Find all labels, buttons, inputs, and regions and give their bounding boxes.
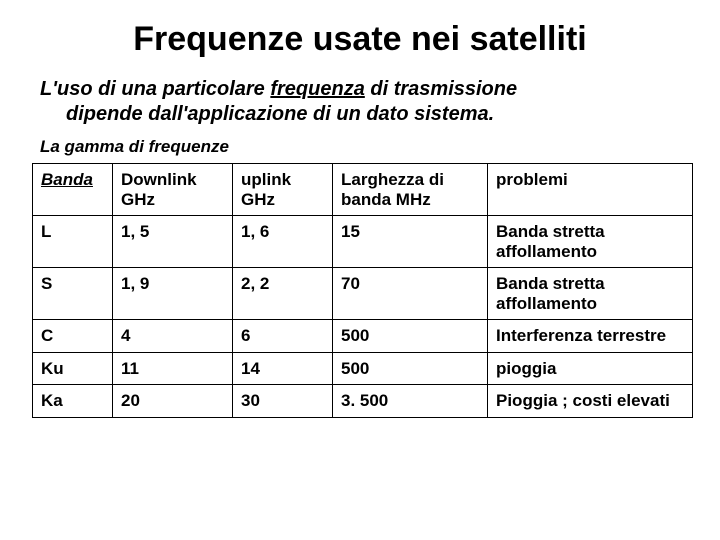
lead-part1: L'uso di una particolare [40,78,270,100]
cell-uplink: 6 [233,320,333,353]
cell-band: S [33,268,113,320]
table-caption: La gamma di frequenze [40,137,690,157]
cell-downlink: 4 [113,320,233,353]
col-bandwidth: Larghezza di banda MHz [333,164,488,216]
cell-downlink: 20 [113,385,233,418]
cell-problems: Interferenza terrestre [488,320,693,353]
lead-paragraph: L'uso di una particolare frequenza di tr… [40,77,690,127]
cell-problems: Banda stretta affollamento [488,268,693,320]
cell-downlink: 11 [113,352,233,385]
cell-problems: Banda stretta affollamento [488,216,693,268]
cell-band: L [33,216,113,268]
cell-problems: Pioggia ; costi elevati [488,385,693,418]
lead-line2: dipende dall'applicazione di un dato sis… [66,102,690,127]
cell-uplink: 1, 6 [233,216,333,268]
table-row: C 4 6 500 Interferenza terrestre [33,320,693,353]
table-header-row: Banda Downlink GHz uplink GHz Larghezza … [33,164,693,216]
cell-uplink: 2, 2 [233,268,333,320]
table-row: L 1, 5 1, 6 15 Banda stretta affollament… [33,216,693,268]
cell-band: C [33,320,113,353]
table-row: S 1, 9 2, 2 70 Banda stretta affollament… [33,268,693,320]
lead-underlined: frequenza [270,78,364,100]
table-row: Ku 11 14 500 pioggia [33,352,693,385]
cell-bandwidth: 500 [333,320,488,353]
cell-downlink: 1, 5 [113,216,233,268]
lead-part2: di trasmissione [365,78,517,100]
cell-downlink: 1, 9 [113,268,233,320]
cell-bandwidth: 3. 500 [333,385,488,418]
slide-title: Frequenze usate nei satelliti [30,20,690,59]
col-banda: Banda [33,164,113,216]
col-problems: problemi [488,164,693,216]
cell-uplink: 14 [233,352,333,385]
cell-bandwidth: 500 [333,352,488,385]
cell-bandwidth: 15 [333,216,488,268]
col-banda-label: Banda [41,170,93,189]
table-row: Ka 20 30 3. 500 Pioggia ; costi elevati [33,385,693,418]
cell-problems: pioggia [488,352,693,385]
col-downlink: Downlink GHz [113,164,233,216]
cell-band: Ku [33,352,113,385]
cell-uplink: 30 [233,385,333,418]
col-uplink: uplink GHz [233,164,333,216]
cell-bandwidth: 70 [333,268,488,320]
frequency-table: Banda Downlink GHz uplink GHz Larghezza … [32,163,693,418]
slide: Frequenze usate nei satelliti L'uso di u… [0,0,720,438]
cell-band: Ka [33,385,113,418]
